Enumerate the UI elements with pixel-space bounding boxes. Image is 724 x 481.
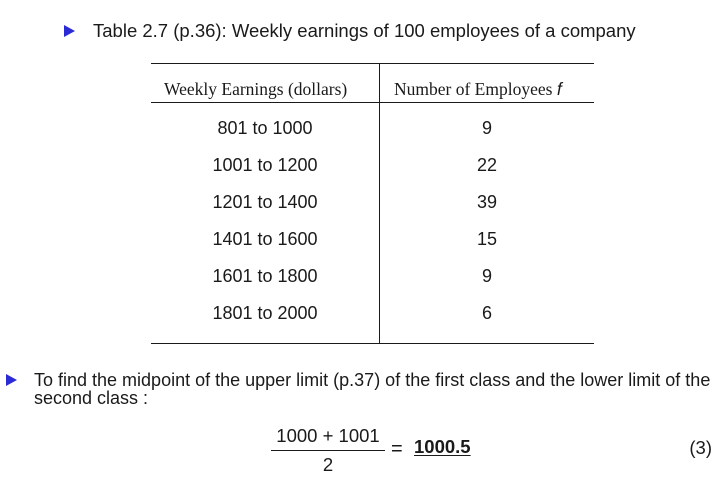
header-weekly-earnings: Weekly Earnings (dollars) <box>164 79 348 99</box>
row-3-earnings: 1201 to 1400 <box>212 192 318 212</box>
equation-number: (3) <box>689 437 712 458</box>
row-5-employees: 9 <box>481 266 492 286</box>
row-4-employees: 15 <box>476 229 498 249</box>
row-5-earnings: 1601 to 1800 <box>212 266 318 286</box>
row-2-earnings: 1001 to 1200 <box>212 155 318 175</box>
midpoint-result: 1000.5 <box>414 436 471 457</box>
row-2-employees: 22 <box>476 155 498 175</box>
equals-sign: = <box>391 438 403 460</box>
table-column-divider <box>379 63 381 344</box>
fraction-numerator: 1000 + 1001 <box>276 425 380 446</box>
table-caption: Table 2.7 (p.36): Weekly earnings of 100… <box>93 20 636 41</box>
heading-bullet-icon <box>64 25 75 37</box>
paragraph-bullet-icon <box>6 374 17 386</box>
table-header-rule <box>151 102 594 104</box>
row-4-earnings: 1401 to 1600 <box>212 229 318 249</box>
fraction-denominator: 2 <box>322 454 334 475</box>
row-1-earnings: 801 to 1000 <box>217 118 313 138</box>
row-6-employees: 6 <box>481 303 492 323</box>
row-1-employees: 9 <box>481 118 492 138</box>
table-bottom-rule <box>151 343 594 345</box>
earnings-table: Weekly Earnings (dollars) Number of Empl… <box>151 63 594 345</box>
fraction-bar <box>271 450 385 452</box>
midpoint-instruction: To find the midpoint of the upper limit … <box>34 370 711 408</box>
row-6-earnings: 1801 to 2000 <box>212 303 318 323</box>
header-number-of-employees: Number of Employees f <box>394 78 562 100</box>
header-frequency-symbol: f <box>556 79 562 99</box>
table-top-rule <box>151 63 594 65</box>
row-3-employees: 39 <box>476 192 498 212</box>
header-employees-label: Number of Employees <box>394 79 553 99</box>
